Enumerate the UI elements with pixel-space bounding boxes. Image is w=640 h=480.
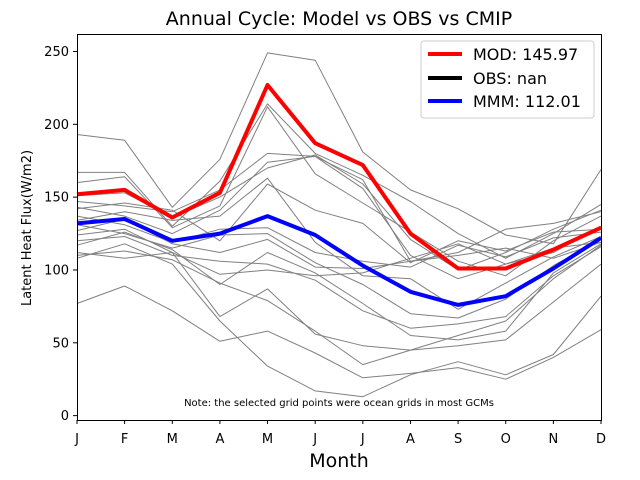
y-axis: 0 50 100 150 200 250: [44, 45, 77, 424]
legend: MOD: 145.97 OBS: nan MMM: 112.01: [420, 40, 595, 119]
cmip-17-line: [76, 243, 602, 398]
y-tick-label: 0: [61, 409, 69, 424]
main-lines: [76, 83, 603, 307]
cmip-12-line: [76, 228, 602, 277]
cmip-7-line: [76, 183, 602, 264]
mmm-line: [76, 214, 603, 307]
legend-box: [420, 40, 595, 119]
x-tick-label: F: [121, 432, 128, 447]
cmip-10-line: [76, 224, 602, 319]
x-tick-label: M: [167, 432, 178, 447]
x-tick-label: D: [596, 432, 606, 447]
legend-label-mod: MOD: 145.97: [473, 45, 578, 64]
y-tick-label: 200: [44, 118, 69, 133]
cmip-13-line: [76, 236, 602, 329]
x-tick-label: M: [262, 432, 273, 447]
plot-frame: [77, 34, 602, 421]
x-tick-label: J: [360, 432, 365, 447]
x-axis-label: Month: [309, 450, 369, 472]
x-tick-label: J: [74, 432, 79, 447]
cmip-lines: [76, 52, 602, 398]
x-tick-label: A: [215, 432, 224, 447]
x-tick-label: O: [501, 432, 511, 447]
y-tick-label: 50: [52, 336, 69, 351]
x-tick-label: A: [406, 432, 415, 447]
chart-title: Annual Cycle: Model vs OBS vs CMIP: [166, 8, 512, 30]
y-axis-label: Latent Heat Flux(W/m2): [20, 150, 35, 306]
x-tick-label: S: [454, 432, 462, 447]
y-tick-label: 150: [44, 191, 69, 206]
y-tick-label: 250: [44, 45, 69, 60]
cmip-1-line: [76, 52, 602, 245]
x-tick-label: N: [548, 432, 558, 447]
cmip-9-line: [76, 177, 602, 310]
chart-note: Note: the selected grid points were ocea…: [184, 398, 494, 409]
x-tick-label: J: [312, 432, 317, 447]
cmip-6-line: [76, 155, 602, 280]
cmip-16-line: [76, 250, 602, 366]
legend-label-obs: OBS: nan: [473, 69, 547, 88]
cmip-18-line: [76, 285, 602, 380]
cmip-15-line: [76, 244, 602, 351]
cmip-11-line: [76, 218, 602, 269]
cmip-14-line: [76, 231, 602, 341]
y-tick-label: 100: [44, 263, 69, 278]
mod-line: [76, 83, 602, 271]
legend-label-mmm: MMM: 112.01: [473, 92, 581, 111]
